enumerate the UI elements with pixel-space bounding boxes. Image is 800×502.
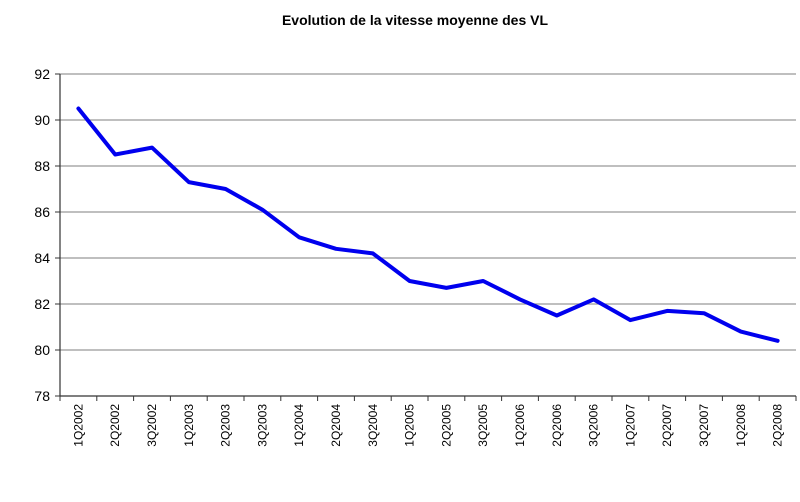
x-tick-label: 3Q2004 [366,404,380,447]
x-tick-label: 3Q2006 [587,404,601,447]
x-tick-label: 1Q2006 [513,404,527,447]
x-tick-label: 2Q2002 [108,404,122,447]
x-tick-label: 2Q2003 [219,404,233,447]
x-tick-label: 3Q2002 [145,404,159,447]
series-line [76,106,780,343]
x-tick-label: 3Q2007 [697,404,711,447]
y-tick-label: 84 [34,250,50,266]
y-tick-label: 86 [34,204,50,220]
y-tick-label: 78 [34,388,50,404]
x-tick-label: 1Q2004 [292,404,306,447]
x-tick-label: 1Q2005 [403,404,417,447]
x-tick-label: 2Q2006 [550,404,564,447]
x-tick-label: 1Q2002 [71,404,85,447]
y-tick-label: 88 [34,158,50,174]
x-tick-label: 2Q2008 [771,404,785,447]
x-tick-label: 2Q2005 [439,404,453,447]
x-tick-label: 3Q2005 [476,404,490,447]
x-tick-label: 1Q2007 [623,404,637,447]
y-tick-label: 82 [34,296,50,312]
x-tick-label: 3Q2003 [255,404,269,447]
x-tick-label: 1Q2003 [182,404,196,447]
y-tick-label: 90 [34,112,50,128]
x-tick-label: 1Q2008 [734,404,748,447]
x-tick-label: 2Q2004 [329,404,343,447]
y-tick-label: 92 [34,66,50,82]
chart-title: Evolution de la vitesse moyenne des VL [282,12,549,28]
x-tick-label: 2Q2007 [660,404,674,447]
y-tick-label: 80 [34,342,50,358]
